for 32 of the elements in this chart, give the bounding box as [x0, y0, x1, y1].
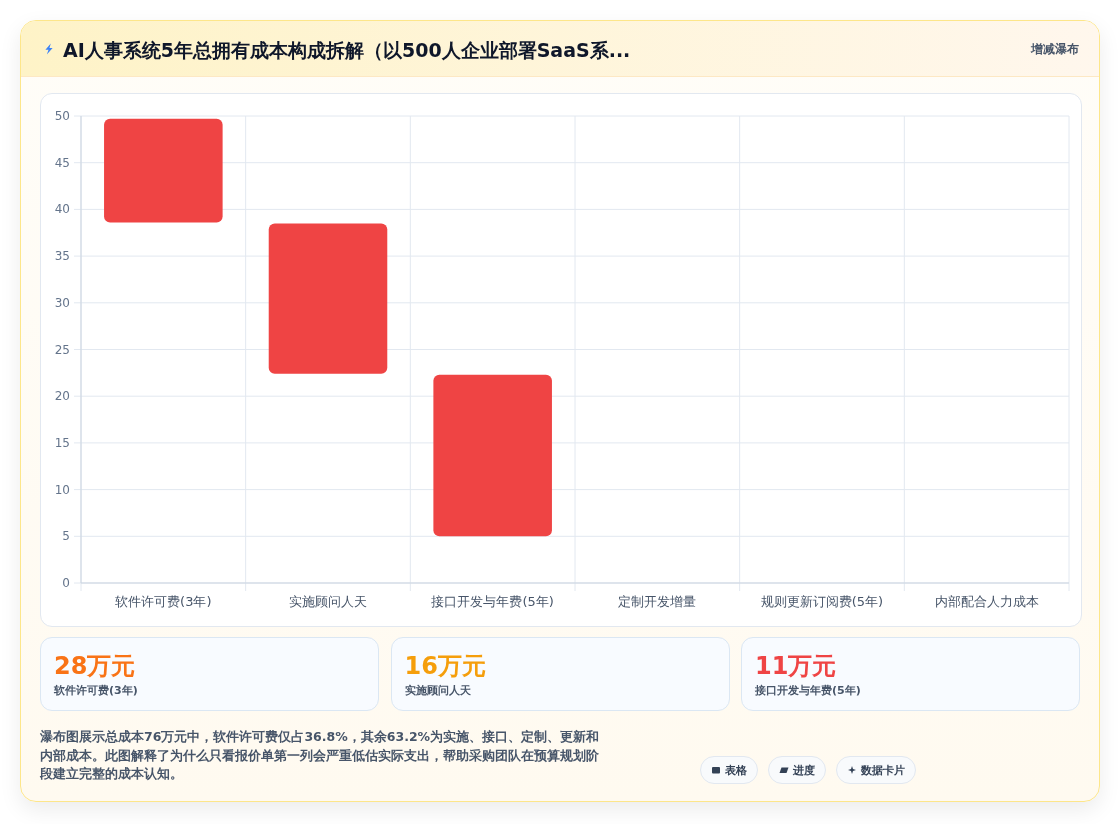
x-tick-label: 软件许可费(3年): [115, 594, 212, 609]
y-tick-label: 25: [54, 342, 70, 357]
bar: [433, 374, 552, 537]
y-tick-label: 40: [54, 202, 70, 217]
y-tick-label: 35: [54, 249, 70, 264]
y-tick-label: 15: [54, 435, 70, 450]
y-tick-label: 50: [54, 109, 70, 123]
bar: [104, 118, 223, 223]
x-tick-label: 规则更新订阅费(5年): [760, 594, 884, 609]
x-tick-label: 实施顾问人天: [289, 594, 367, 609]
y-tick-label: 20: [54, 389, 70, 404]
y-tick-label: 5: [62, 529, 70, 544]
text: 软件许可费(3年): [54, 683, 138, 698]
y-tick-label: 0: [62, 576, 70, 590]
text: 11万元: [755, 651, 837, 682]
text: 16万元: [404, 651, 486, 682]
y-tick-label: 45: [54, 155, 70, 170]
text: 实施顾问人天: [404, 683, 471, 698]
text: 进度: [793, 762, 815, 778]
x-tick-label: 内部配合人力成本: [934, 594, 1039, 609]
text: 接口开发与年费(5年): [755, 683, 861, 698]
text: 增减瀑布: [1031, 41, 1079, 58]
text: 28万元: [54, 651, 136, 682]
y-tick-label: 10: [54, 482, 70, 497]
x-tick-label: 定制开发增量: [618, 594, 697, 609]
y-tick-label: 30: [54, 295, 70, 310]
bar: [268, 223, 388, 374]
text: 表格: [725, 762, 747, 778]
chart-title: AI人事系统5年总拥有成本构成拆解（以500人企业部署SaaS系...: [63, 38, 631, 63]
x-tick-label: 接口开发与年费(5年): [431, 594, 554, 609]
text: 数据卡片: [861, 762, 905, 778]
text: 瀑布图展示总成本76万元中，软件许可费仅占36.8%，其余63.2%为实施、接口、定制、更新和内部成本。此图解释了为什么只看报价单第一列会严重低估实际支出，帮助采购团队在预算规划阶段建立完整的成本认知。: [40, 728, 601, 783]
